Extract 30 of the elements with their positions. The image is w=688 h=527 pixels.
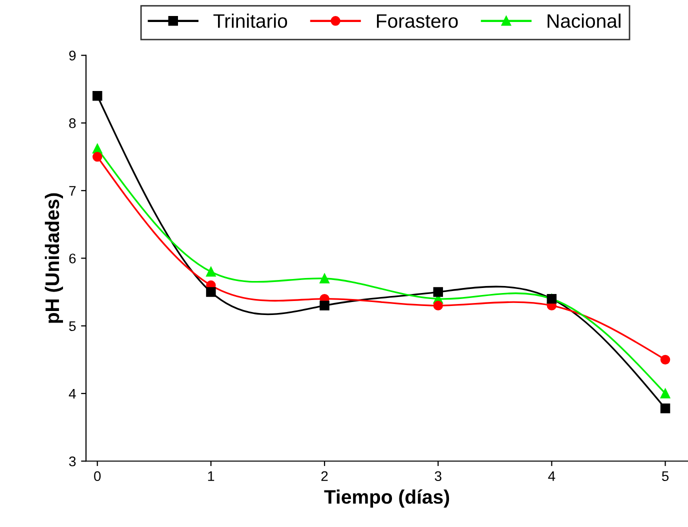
point — [660, 404, 670, 414]
x-tick-label: 0 — [94, 471, 101, 482]
y-tick-label: 5 — [69, 321, 76, 332]
x-tick-label: 3 — [434, 471, 442, 482]
legend-label: Trinitario — [213, 14, 288, 28]
y-tick-label: 8 — [69, 118, 76, 128]
x-tick-label: 4 — [548, 471, 556, 481]
y-tick-label: 9 — [69, 50, 76, 61]
point — [433, 287, 443, 297]
x-tick-label: 2 — [321, 471, 328, 481]
point — [92, 144, 102, 154]
point — [206, 287, 216, 297]
x-axis-title: Tiempo (días) — [324, 489, 450, 508]
x-tick-label: 5 — [662, 471, 669, 482]
x-tick-label: 1 — [208, 471, 214, 481]
point — [433, 300, 443, 310]
y-tick-label: 4 — [68, 388, 76, 399]
legend-label: Forastero — [376, 14, 458, 28]
point — [320, 274, 330, 284]
point — [92, 91, 102, 101]
y-tick-label: 7 — [69, 186, 76, 196]
point — [660, 388, 670, 398]
point — [660, 354, 670, 365]
legend-label: Nacional — [548, 14, 620, 28]
point — [320, 300, 330, 310]
point — [92, 152, 102, 162]
y-tick-label: 3 — [69, 456, 76, 466]
y-axis-title: pH (Unidades) — [44, 193, 63, 323]
point — [206, 266, 216, 277]
y-tick-label: 6 — [69, 254, 76, 264]
